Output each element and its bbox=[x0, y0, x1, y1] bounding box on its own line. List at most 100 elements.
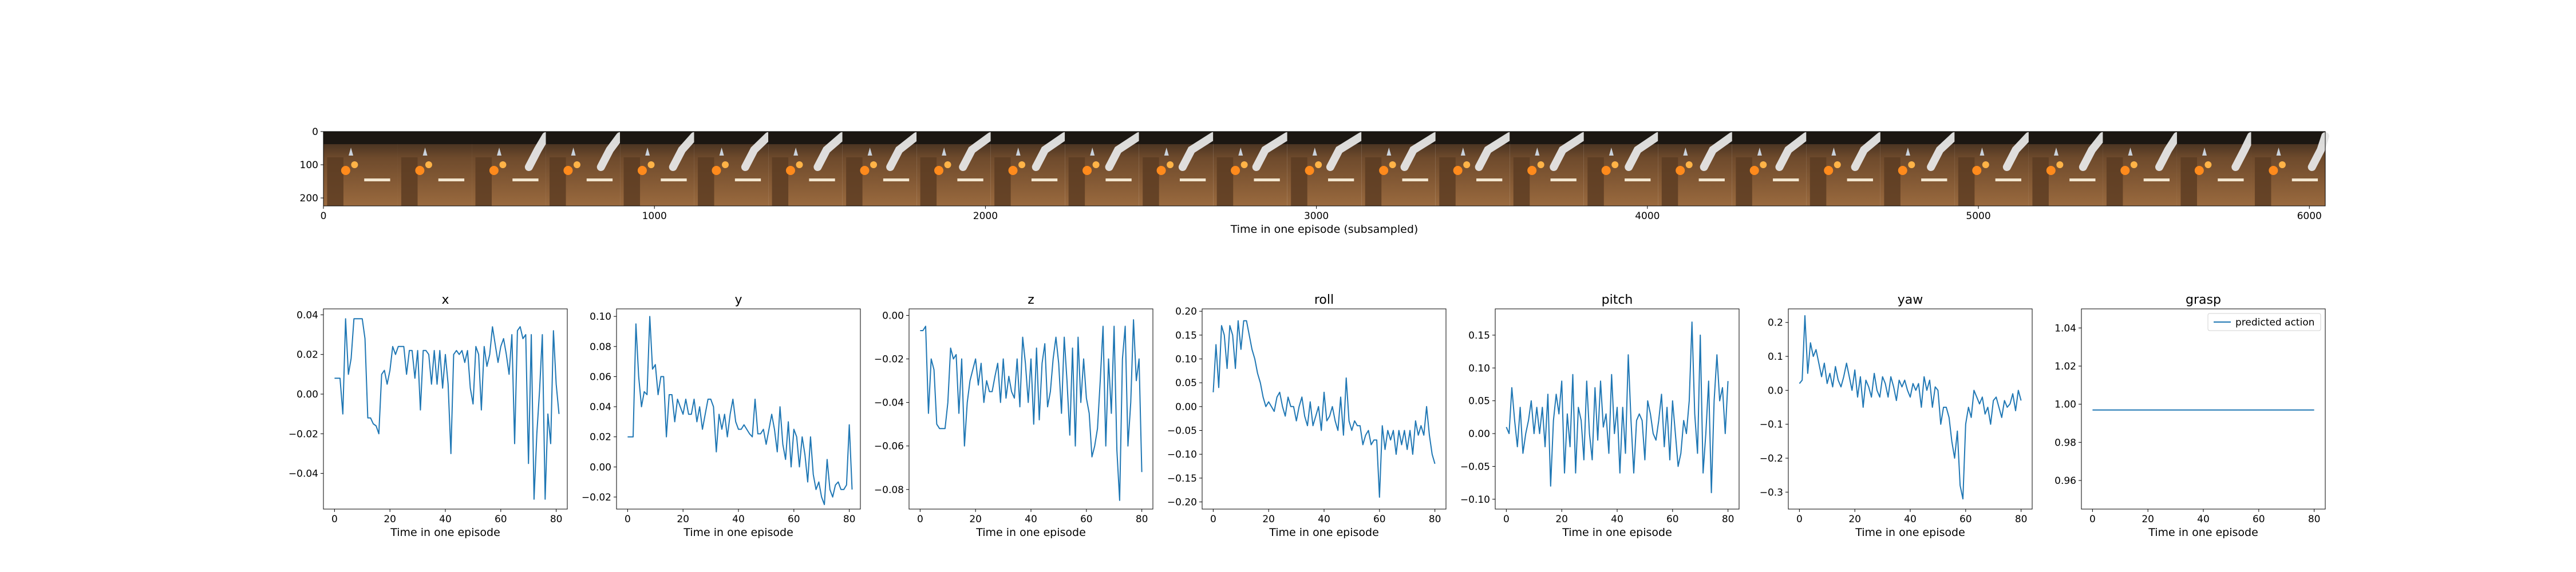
tabletop-object bbox=[2143, 178, 2170, 181]
series-line bbox=[1506, 321, 1729, 494]
tabletop-object bbox=[1921, 178, 1947, 181]
orange-object bbox=[351, 161, 358, 168]
crate-side bbox=[401, 157, 418, 206]
y-tick-label: −0.02 bbox=[289, 428, 318, 440]
orange-object bbox=[1240, 161, 1248, 168]
x-tick-label: 60 bbox=[1666, 514, 1679, 525]
panel-title: pitch bbox=[1602, 293, 1633, 307]
orange-object bbox=[647, 161, 655, 168]
robot-arm bbox=[959, 132, 995, 171]
y-tick-label: 0.10 bbox=[1175, 354, 1197, 366]
frame-wall bbox=[2028, 132, 2103, 144]
frame-wall bbox=[1954, 132, 2029, 144]
bottle-object bbox=[2202, 148, 2207, 156]
y-tick-label: 0.15 bbox=[1175, 330, 1197, 341]
tabletop-object bbox=[1995, 178, 2021, 181]
bottle-object bbox=[422, 148, 428, 156]
y-tick-label: −0.2 bbox=[1760, 453, 1783, 464]
camera-frame bbox=[1510, 132, 1588, 206]
tabletop-object bbox=[957, 178, 983, 181]
bottle-object bbox=[2053, 148, 2059, 156]
orange-object bbox=[1601, 166, 1611, 175]
y-tick-label: −0.08 bbox=[874, 484, 904, 496]
robot-arm bbox=[1326, 132, 1366, 171]
orange-object bbox=[1463, 161, 1471, 168]
camera-frame bbox=[397, 132, 472, 206]
orange-object bbox=[2204, 161, 2212, 168]
y-tick-label: −0.10 bbox=[1460, 494, 1490, 506]
orange-object bbox=[1379, 166, 1389, 175]
filmstrip-y-tick-label: 100 bbox=[300, 160, 318, 171]
robot-arm bbox=[2002, 132, 2033, 171]
tabletop-object bbox=[1550, 178, 1577, 181]
filmstrip-x-tick-label: 5000 bbox=[1966, 210, 1990, 222]
crate-side bbox=[1884, 157, 1901, 206]
frame-wall bbox=[990, 132, 1065, 144]
y-tick-label: 0.0 bbox=[1768, 385, 1783, 396]
frame-wall bbox=[768, 132, 843, 144]
bottle-object bbox=[1980, 148, 1985, 156]
crate-side bbox=[1439, 157, 1456, 206]
camera-frame bbox=[2103, 132, 2181, 206]
y-tick-label: 0.02 bbox=[297, 349, 318, 361]
frame-wall bbox=[1880, 132, 1955, 144]
robot-arm bbox=[2231, 132, 2255, 171]
x-tick-label: 0 bbox=[331, 514, 338, 525]
orange-object bbox=[2278, 161, 2286, 168]
frame-wall bbox=[694, 132, 769, 144]
camera-frame bbox=[1732, 132, 1811, 206]
frame-wall bbox=[916, 132, 991, 144]
x-tick-label: 80 bbox=[843, 514, 856, 525]
orange-object bbox=[425, 161, 432, 168]
crate-side bbox=[1958, 157, 1975, 206]
frame-wall bbox=[2176, 132, 2251, 144]
tabletop-object bbox=[661, 178, 687, 181]
orange-object bbox=[1527, 166, 1537, 175]
orange-object bbox=[2120, 166, 2130, 175]
camera-frame bbox=[916, 132, 995, 206]
y-tick-label: −0.1 bbox=[1760, 419, 1783, 431]
orange-object bbox=[785, 166, 795, 175]
orange-object bbox=[721, 161, 729, 168]
panel-y: 0 20 40 60 80 −0.02 0.00 0.02 0.04 0.06 0.08 0.10 y T… bbox=[582, 293, 861, 539]
y-tick-label: 0.96 bbox=[2055, 475, 2076, 487]
tabletop-object bbox=[1847, 178, 1873, 181]
x-tick-label: 0 bbox=[1210, 514, 1216, 525]
frame-wall bbox=[620, 132, 694, 144]
tabletop-object bbox=[1625, 178, 1651, 181]
camera-frame bbox=[620, 132, 698, 206]
y-tick-label: 0.00 bbox=[1468, 428, 1490, 440]
orange-object bbox=[1898, 166, 1907, 175]
y-tick-label: −0.15 bbox=[1167, 473, 1197, 484]
x-tick-label: 20 bbox=[1848, 514, 1861, 525]
bottle-object bbox=[2276, 148, 2281, 156]
camera-frame bbox=[472, 132, 550, 206]
bottle-object bbox=[1238, 148, 1243, 156]
y-tick-label: 0.08 bbox=[590, 341, 611, 353]
y-tick-label: 0.04 bbox=[297, 309, 318, 321]
robot-arm bbox=[1550, 132, 1588, 171]
orange-object bbox=[934, 166, 944, 175]
y-tick-label: 0.10 bbox=[590, 311, 611, 323]
frame-wall bbox=[1583, 132, 1658, 144]
tabletop-object bbox=[1773, 178, 1799, 181]
plot-frame bbox=[323, 308, 568, 510]
camera-frame bbox=[1806, 132, 1884, 206]
y-tick-label: 1.02 bbox=[2055, 361, 2076, 372]
bottle-object bbox=[942, 148, 947, 156]
filmstrip-x-tick-label: 4000 bbox=[1635, 210, 1660, 222]
orange-object bbox=[870, 161, 878, 168]
x-tick-label: 20 bbox=[384, 514, 396, 525]
crate-side bbox=[1736, 157, 1752, 206]
orange-object bbox=[563, 166, 573, 175]
x-tick-label: 20 bbox=[969, 514, 982, 525]
panel-title: x bbox=[441, 293, 449, 307]
crate-side bbox=[2180, 157, 2197, 206]
camera-frame bbox=[2251, 132, 2329, 206]
camera-frame bbox=[1435, 132, 1514, 206]
bottle-object bbox=[1609, 148, 1614, 156]
x-tick-label: 40 bbox=[732, 514, 745, 525]
x-axis-label: Time in one episode bbox=[975, 526, 1086, 539]
robot-arm bbox=[1105, 132, 1143, 171]
